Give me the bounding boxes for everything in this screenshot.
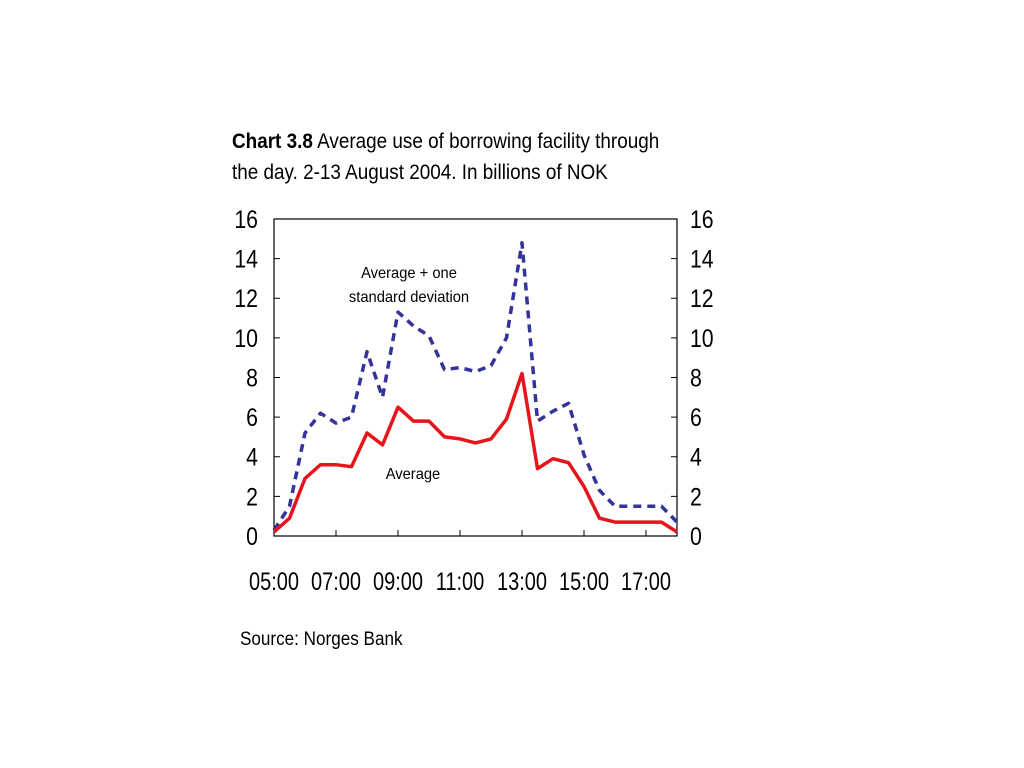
x-tick-label: 17:00 bbox=[621, 568, 671, 596]
x-tick-label: 07:00 bbox=[311, 568, 361, 596]
chart-title: Chart 3.8 Average use of borrowing facil… bbox=[232, 126, 682, 188]
annotation-label-avg: Average bbox=[386, 465, 441, 483]
source-note: Source: Norges Bank bbox=[240, 629, 403, 650]
axis-ticks: 0 0 2 2 4 4 6 6 8 8 10 10 12 12 14 14 16 16 05:00 07:00 09:0… bbox=[234, 205, 713, 595]
y-tick-label-right: 8 bbox=[690, 364, 702, 392]
y-tick-label-right: 14 bbox=[690, 245, 714, 273]
y-tick-label-left: 14 bbox=[234, 245, 258, 273]
x-tick-label: 09:00 bbox=[373, 568, 423, 596]
chart-title-text: Average use of borrowing facility throug… bbox=[232, 130, 660, 184]
y-tick-label-left: 6 bbox=[246, 403, 258, 431]
plot-frame bbox=[273, 218, 678, 537]
x-tick-label: 15:00 bbox=[559, 568, 609, 596]
y-tick-label-left: 0 bbox=[246, 522, 258, 550]
annotations: Average + one standard deviation Average bbox=[349, 264, 469, 483]
y-tick-label-right: 6 bbox=[690, 403, 702, 431]
y-tick-label-right: 10 bbox=[690, 324, 714, 352]
y-tick-label-left: 4 bbox=[246, 443, 258, 471]
y-tick-label-left: 10 bbox=[234, 324, 258, 352]
y-tick-label-right: 0 bbox=[690, 522, 702, 550]
chart-number: Chart 3.8 bbox=[232, 130, 313, 153]
y-tick-label-right: 4 bbox=[690, 443, 702, 471]
y-tick-label-left: 16 bbox=[234, 205, 258, 233]
annotation-label-std: Average + one bbox=[361, 264, 457, 282]
y-tick-label-right: 12 bbox=[690, 285, 714, 313]
series-line-avg bbox=[272, 371, 678, 534]
y-tick-label-right: 2 bbox=[690, 483, 702, 511]
annotation-label-std: standard deviation bbox=[349, 288, 469, 306]
x-tick-label: 11:00 bbox=[436, 568, 485, 596]
y-tick-label-left: 8 bbox=[246, 364, 258, 392]
x-tick-label: 05:00 bbox=[249, 568, 299, 596]
series-lines bbox=[272, 241, 679, 534]
y-tick-label-right: 16 bbox=[690, 205, 714, 233]
x-tick-label: 13:00 bbox=[497, 568, 547, 596]
y-tick-label-left: 12 bbox=[234, 285, 258, 313]
y-tick-label-left: 2 bbox=[246, 483, 258, 511]
series-line-std bbox=[272, 241, 679, 532]
